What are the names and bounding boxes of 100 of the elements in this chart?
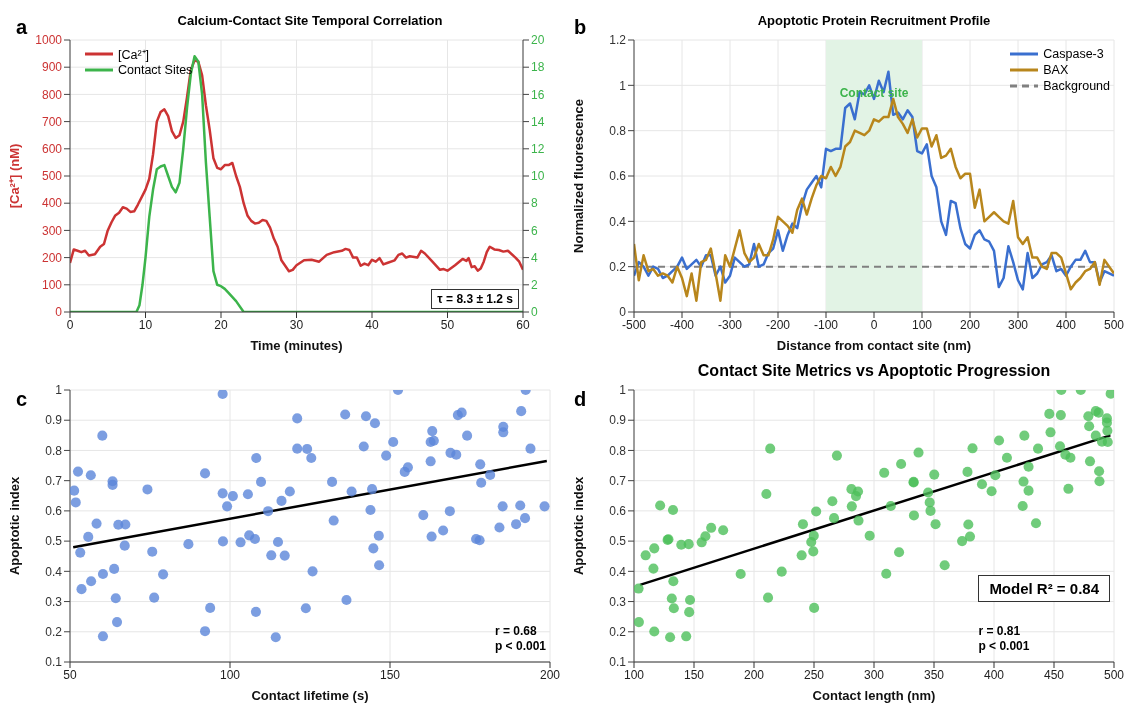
- annotation: r = 0.81: [978, 624, 1021, 638]
- annotation: τ = 8.3 ± 1.2 s: [437, 292, 513, 306]
- x-axis-title: Contact lifetime (s): [251, 688, 369, 703]
- x-tick-label: -200: [765, 317, 791, 332]
- y-tick-label: 1.2: [609, 33, 627, 48]
- x-tick-label: 500: [1103, 317, 1125, 332]
- text: d: [574, 388, 587, 410]
- y2-tick-label: 12: [531, 142, 545, 157]
- y-tick-label: 0: [619, 305, 627, 320]
- annotation: r = 0.68: [494, 624, 537, 638]
- y-axis-title: [Ca²⁺] (nM): [6, 143, 22, 209]
- y-tick-label: 0.7: [609, 473, 627, 488]
- annotation: p < 0.001: [978, 639, 1030, 653]
- y-tick-label: 900: [41, 60, 63, 75]
- chart-title: Apoptotic Protein Recruitment Profile: [757, 13, 991, 28]
- y-tick-label: 0.4: [609, 564, 627, 579]
- x-tick-label: 400: [983, 667, 1005, 682]
- x-tick-label: 20: [214, 317, 228, 332]
- x-tick-label: 0: [66, 317, 74, 332]
- legend-label: BAX: [1043, 63, 1069, 77]
- x-tick-label: 100: [219, 667, 241, 682]
- y-tick-label: 0.1: [45, 655, 63, 670]
- legend-label: Caspase-3: [1043, 47, 1104, 61]
- y2-tick-label: 8: [531, 196, 538, 211]
- x-tick-label: 10: [138, 317, 153, 332]
- x-tick-label: -400: [669, 317, 695, 332]
- y-tick-label: 0.9: [45, 413, 63, 428]
- x-tick-label: 200: [959, 317, 981, 332]
- y-tick-label: 0.6: [45, 504, 63, 519]
- y-tick-label: 1: [55, 383, 63, 398]
- y-tick-label: 700: [41, 114, 63, 129]
- y-tick-label: 0.1: [609, 655, 627, 670]
- y-tick-label: 0.8: [45, 443, 63, 458]
- y-tick-label: 0.3: [609, 594, 627, 609]
- y2-tick-label: 2: [531, 278, 538, 293]
- chart-title: Calcium-Contact Site Temporal Correlation: [177, 13, 443, 28]
- y-tick-label: 0.5: [45, 534, 63, 549]
- legend-label: [Ca²⁺]: [118, 46, 150, 63]
- y2-tick-label: 16: [531, 87, 545, 102]
- annotation: p < 0.001: [494, 639, 546, 653]
- y-tick-label: 0.8: [609, 443, 627, 458]
- y-tick-label: 800: [41, 87, 63, 102]
- x-tick-label: -500: [621, 317, 647, 332]
- x-tick-label: 30: [289, 317, 304, 332]
- y-tick-label: 1: [619, 383, 627, 398]
- x-tick-label: 60: [516, 317, 530, 332]
- y-tick-label: 0.9: [609, 413, 627, 428]
- text: b: [574, 16, 587, 38]
- y-tick-label: 1: [619, 78, 627, 93]
- y-axis-title: Normalized fluorescence: [570, 99, 586, 253]
- line-series: [634, 97, 1114, 302]
- y-tick-label: 200: [41, 250, 63, 265]
- y-tick-label: 0.4: [45, 564, 63, 579]
- x-tick-label: -100: [813, 317, 839, 332]
- y-tick-label: 400: [41, 196, 63, 211]
- x-tick-label: 200: [539, 667, 561, 682]
- x-tick-label: 40: [365, 317, 379, 332]
- x-tick-label: 50: [63, 667, 77, 682]
- y2-tick-label: 0: [531, 305, 538, 320]
- legend-label: Background: [1043, 79, 1110, 93]
- y2-tick-label: 4: [531, 250, 538, 265]
- x-tick-label: 200: [743, 667, 765, 682]
- y-tick-label: 0.3: [45, 594, 63, 609]
- y-tick-label: 0.5: [609, 534, 627, 549]
- y-tick-label: 0.2: [609, 259, 627, 274]
- y2-tick-label: 6: [531, 223, 538, 238]
- y-tick-label: 600: [41, 142, 63, 157]
- y-tick-label: 0.6: [609, 169, 627, 184]
- y-tick-label: 100: [41, 278, 63, 293]
- y-tick-label: 0.2: [609, 625, 627, 640]
- y-tick-label: 300: [41, 223, 63, 238]
- x-tick-label: 450: [1043, 667, 1065, 682]
- x-axis-title: Time (minutes): [250, 338, 343, 353]
- text: c: [16, 388, 28, 410]
- y-axis-title: Apoptotic index: [6, 476, 22, 576]
- x-tick-label: 300: [1007, 317, 1029, 332]
- y-axis-title: Apoptotic index: [570, 476, 586, 576]
- x-tick-label: -300: [717, 317, 743, 332]
- x-tick-label: 50: [440, 317, 455, 332]
- y-tick-label: 500: [41, 169, 63, 184]
- y-tick-label: 0.6: [609, 504, 627, 519]
- y-tick-label: 1000: [35, 33, 63, 48]
- x-tick-label: 500: [1103, 667, 1125, 682]
- x-tick-label: 0: [870, 317, 878, 332]
- x-tick-label: 150: [683, 667, 705, 682]
- x-tick-label: 250: [803, 667, 825, 682]
- y-tick-label: 0: [55, 305, 63, 320]
- y-tick-label: 0.2: [45, 625, 63, 640]
- y-tick-label: 0.7: [45, 473, 63, 488]
- x-tick-label: 300: [863, 667, 885, 682]
- x-tick-label: 400: [1055, 317, 1077, 332]
- text: a: [16, 16, 28, 38]
- y2-tick-label: 14: [531, 114, 545, 129]
- y2-tick-label: 20: [531, 33, 545, 48]
- y2-tick-label: 10: [531, 169, 545, 184]
- x-axis-title: Distance from contact site (nm): [776, 338, 972, 353]
- chart-title: Contact Site Metrics vs Apoptotic Progression: [697, 362, 1051, 379]
- y-tick-label: 0.8: [609, 123, 627, 138]
- x-tick-label: 100: [911, 317, 933, 332]
- y2-tick-label: 18: [531, 60, 545, 75]
